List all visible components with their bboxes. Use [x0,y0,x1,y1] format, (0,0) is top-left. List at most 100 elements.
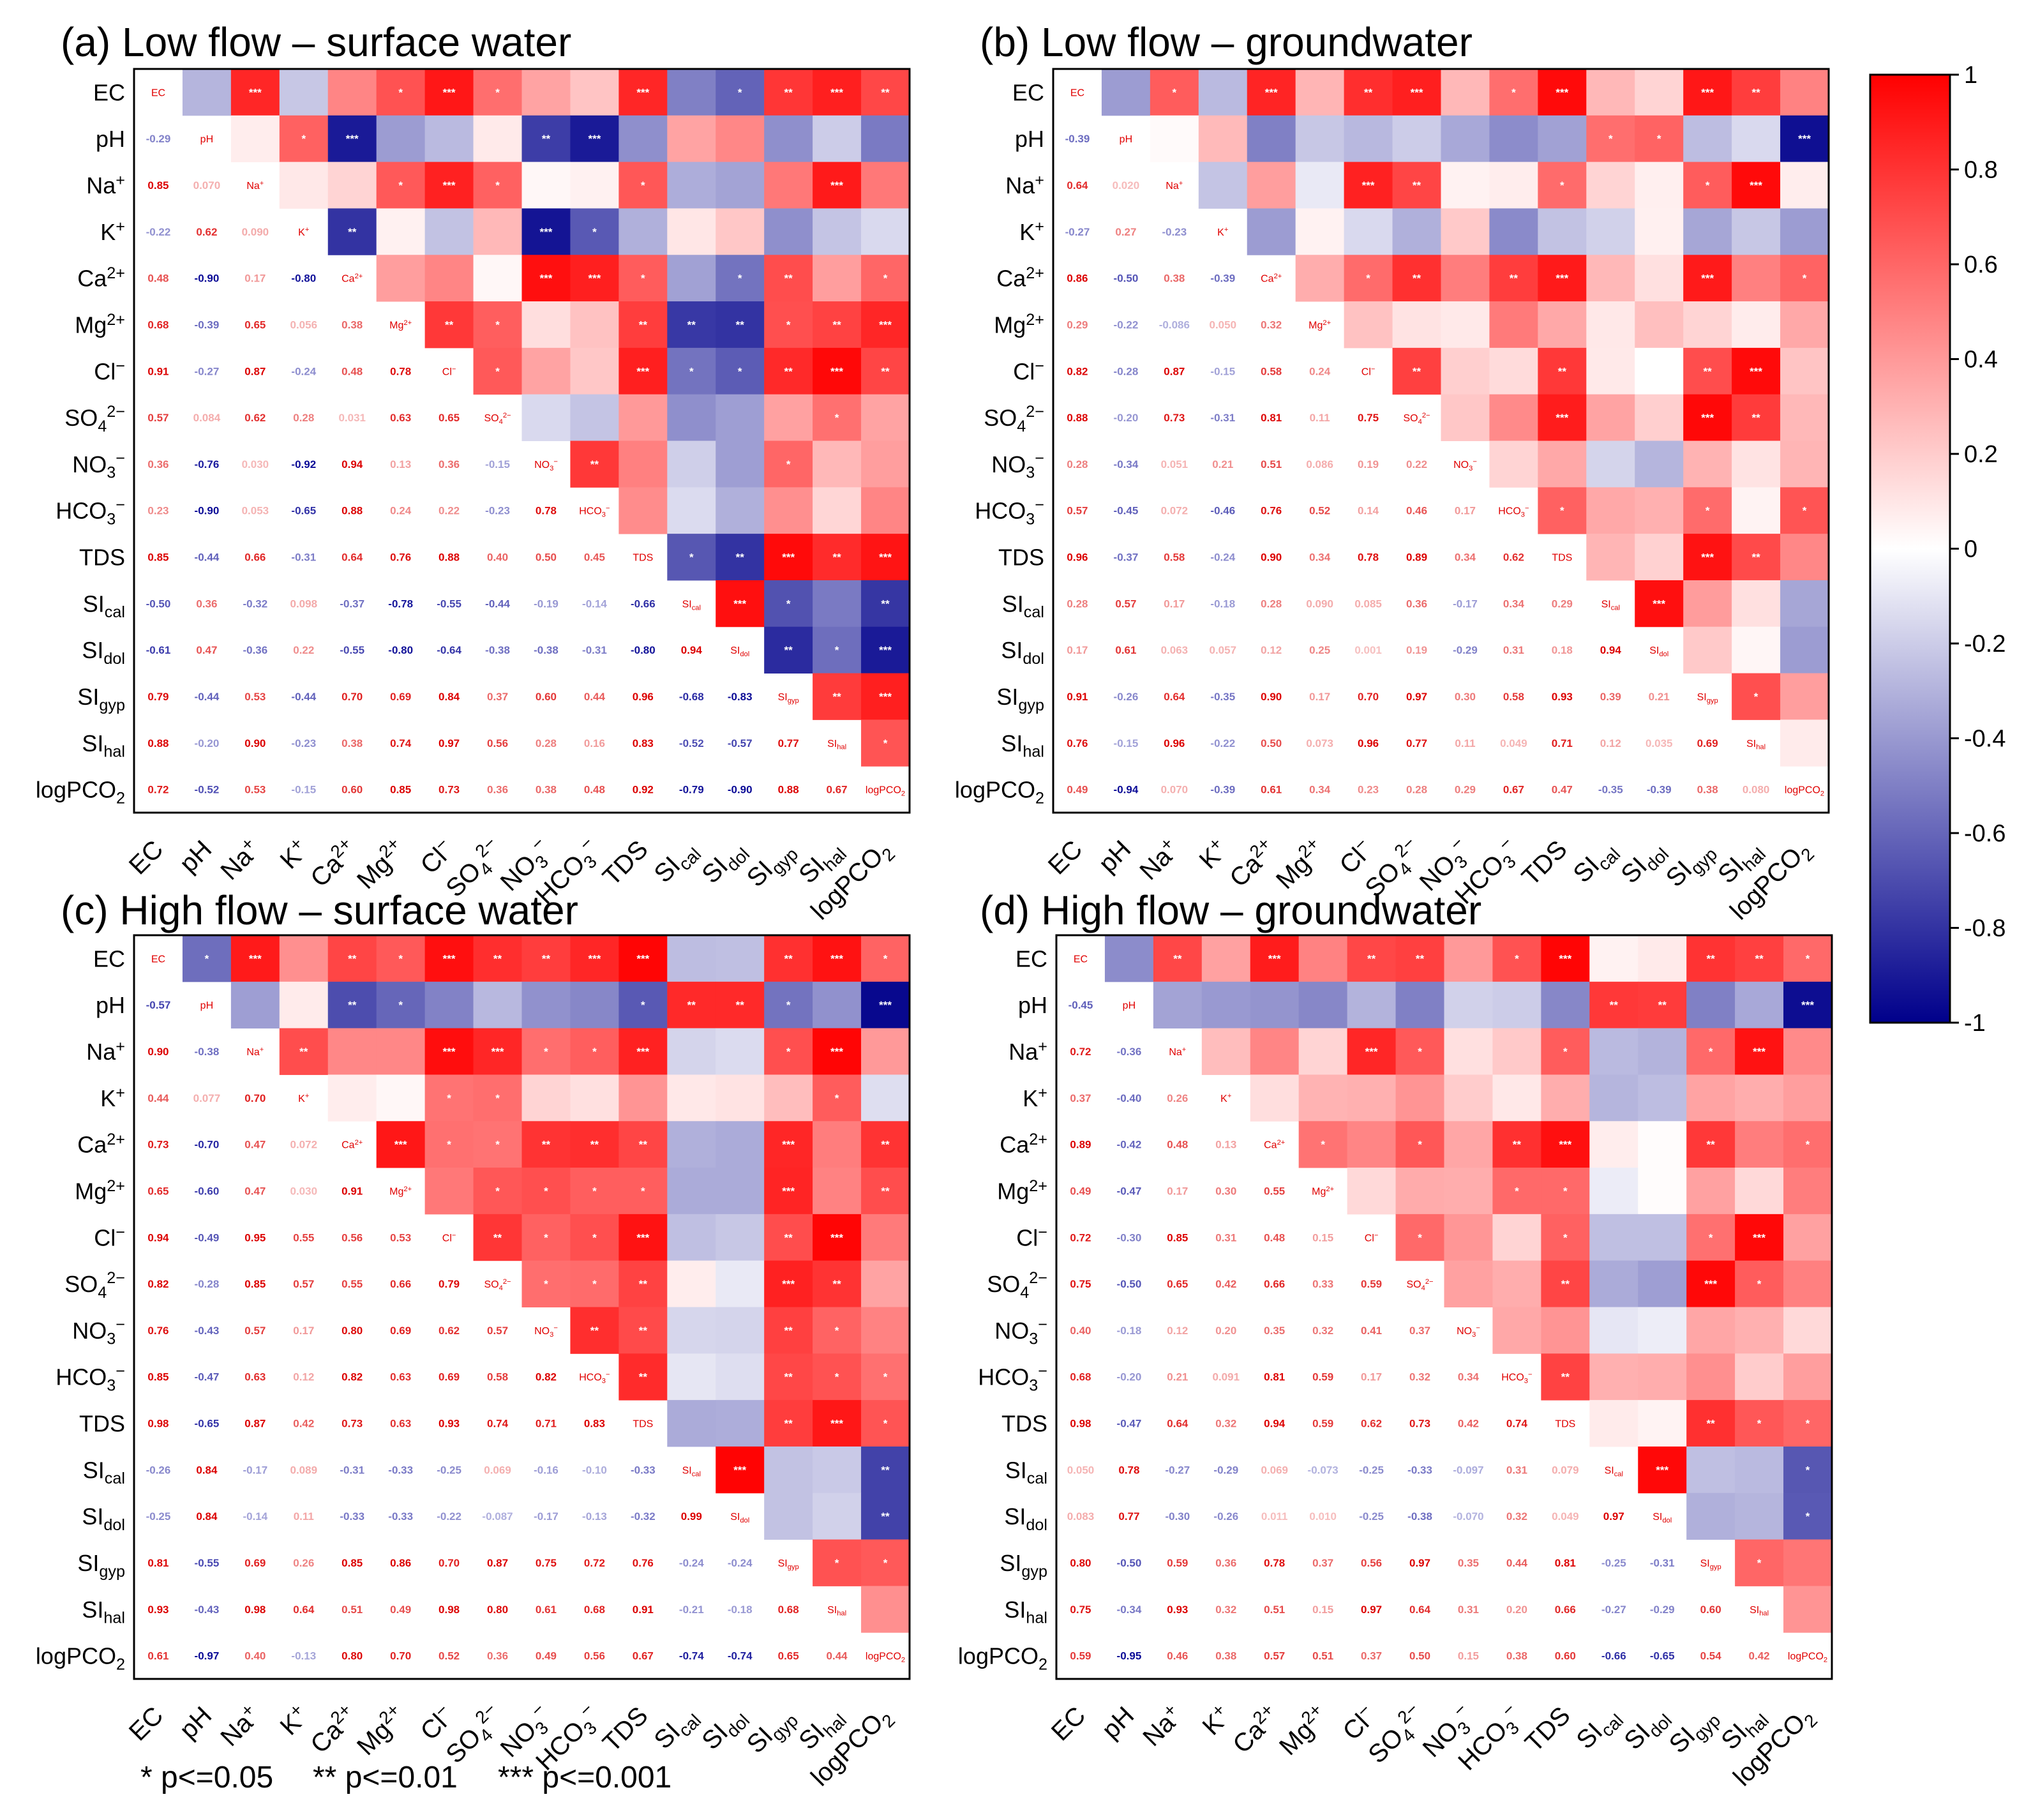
correlation-value: 0.81 [147,1557,169,1569]
correlation-value: 0.92 [633,784,654,796]
heatmap-cell [716,440,765,488]
diagonal-label: EC [1074,954,1088,965]
heatmap-cell [1735,1446,1784,1494]
heatmap-cell [424,115,474,163]
significance-legend-two: ** p<=0.01 [313,1761,458,1794]
significance-star: ** [299,1046,308,1058]
significance-star: ** [881,1185,890,1197]
heatmap-cell [473,115,522,163]
heatmap-cell [473,1074,522,1122]
correlation-value: 0.084 [193,412,221,424]
panel-frame [133,68,911,814]
correlation-value: -0.26 [1114,691,1139,703]
correlation-value: -0.070 [1453,1510,1483,1523]
correlation-value: -0.50 [1114,273,1139,285]
diagonal-label: EC [151,954,165,965]
heatmap-cell [1295,69,1345,116]
heatmap-cell [570,301,619,349]
significance-star: * [1563,1185,1568,1197]
correlation-value: 0.62 [196,226,217,238]
heatmap-cell [1735,1353,1784,1401]
correlation-value: 0.030 [290,1185,318,1197]
diagonal-label: logPCO2 [866,785,905,798]
heatmap-cell [230,69,280,116]
significance-star: * [835,1371,839,1383]
heatmap-cell [618,347,668,395]
correlation-value: 0.65 [778,1650,799,1662]
correlation-value: 0.62 [1361,1418,1382,1430]
heatmap-cell [473,981,522,1029]
row-label: SO42− [984,403,1044,435]
significance-star: * [495,365,500,377]
diagonal-label: EC [1070,87,1084,98]
correlation-value: 0.050 [1067,1464,1095,1476]
heatmap-cell [1344,255,1393,302]
heatmap-cell [473,162,522,209]
heatmap-cell [618,1074,668,1122]
heatmap-cell [279,1028,329,1075]
heatmap-cell [1638,1260,1687,1307]
heatmap-cell [861,69,910,116]
correlation-value: 0.59 [1070,1650,1091,1662]
heatmap-cell [1732,162,1781,209]
significance-star: *** [879,644,892,656]
heatmap-cell [813,534,862,581]
correlation-value: -0.44 [291,691,316,703]
row-label: logPCO2 [958,1643,1047,1674]
column-label: K+ [1192,833,1233,874]
heatmap-cell [1247,69,1296,116]
significance-star: ** [590,1139,599,1151]
correlation-value: 0.61 [536,1604,557,1616]
correlation-value: 0.090 [242,226,269,238]
heatmap-cell [861,487,910,534]
correlation-value: -0.66 [631,598,656,610]
heatmap-cell [279,162,329,209]
heatmap-cell [1683,440,1732,488]
heatmap-cell [1735,1400,1784,1447]
heatmap-cell [1783,1493,1833,1540]
heatmap-cell [424,1121,474,1168]
correlation-value: 0.83 [584,1418,605,1430]
significance-legend-three: *** p<=0.001 [498,1761,671,1794]
heatmap-cell [1538,394,1587,441]
significance-star: ** [784,952,793,965]
heatmap-cell [1347,1074,1397,1122]
correlation-value: -0.22 [1114,319,1139,331]
correlation-value: 0.23 [147,505,169,517]
correlation-value: 0.48 [341,365,363,377]
correlation-value: 0.75 [1358,412,1379,424]
correlation-value: 0.50 [1409,1650,1430,1662]
heatmap-cell [667,115,716,163]
correlation-value: 0.11 [1455,737,1475,749]
significance-star: ** [1751,86,1760,98]
heatmap-cell [570,1121,619,1168]
heatmap-cell [764,1168,813,1215]
correlation-value: -0.17 [1453,598,1478,610]
correlation-value: 0.98 [1070,1418,1091,1430]
heatmap-cell [861,1260,910,1307]
heatmap-cell [813,935,862,982]
heatmap-cell [1441,208,1490,255]
colorbar-tick-label: 0.8 [1964,157,1998,184]
significance-star: ** [687,319,696,331]
correlation-value: 0.37 [487,691,508,703]
correlation-value: -0.24 [1210,552,1235,564]
correlation-value: 0.88 [341,505,363,517]
significance-star: * [1418,1231,1422,1244]
correlation-value: 0.97 [1603,1510,1624,1523]
correlation-value: 0.70 [439,1557,460,1569]
significance-star: *** [1701,273,1714,285]
correlation-value: 0.38 [341,319,363,331]
heatmap-cell [1295,162,1345,209]
heatmap-cell [1395,1028,1444,1075]
heatmap-cell [764,440,813,488]
correlation-value: -0.43 [195,1604,220,1616]
correlation-value: 0.30 [1215,1185,1236,1197]
correlation-value: 0.049 [1500,737,1527,749]
correlation-value: 0.50 [1261,737,1282,749]
row-label: K+ [1019,218,1044,245]
significance-star: * [786,1046,791,1058]
heatmap-cell [570,115,619,163]
correlation-value: 0.58 [487,1371,508,1383]
correlation-value: 0.72 [584,1557,605,1569]
